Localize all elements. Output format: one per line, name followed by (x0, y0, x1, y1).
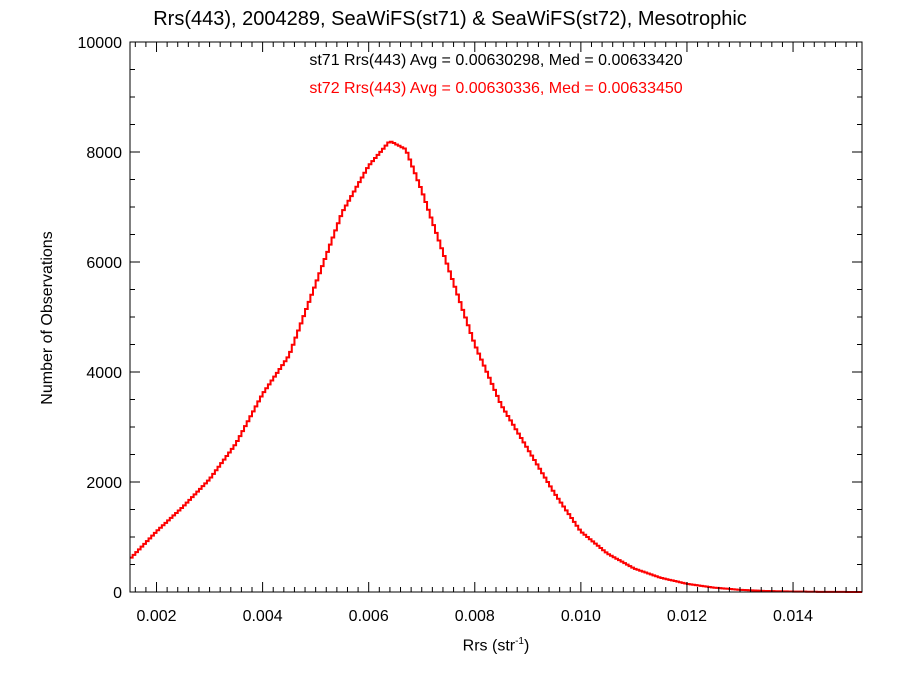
annotation-st72: st72 Rrs(443) Avg = 0.00630336, Med = 0.… (309, 80, 683, 97)
x-axis-label: Rrs (str-1) (130, 636, 862, 655)
y-tick-label: 4000 (86, 365, 122, 382)
y-tick-label: 0 (113, 585, 122, 602)
x-axis-label-close: ) (524, 637, 530, 655)
x-axis-label-superscript: -1 (515, 636, 524, 647)
annotation-st71: st71 Rrs(443) Avg = 0.00630298, Med = 0.… (309, 52, 683, 69)
chart-title: Rrs(443), 2004289, SeaWiFS(st71) & SeaWi… (153, 8, 747, 30)
y-tick-label: 8000 (86, 145, 122, 162)
y-tick-label: 2000 (86, 475, 122, 492)
x-tick-label: 0.002 (136, 608, 176, 625)
y-axis-label: Number of Observations (39, 231, 56, 405)
series-st71-line (130, 140, 862, 593)
x-axis-label-main: Rrs (str (462, 637, 516, 655)
x-tick-label: 0.010 (561, 608, 601, 625)
x-tick-label: 0.006 (349, 608, 389, 625)
x-tick-label: 0.012 (667, 608, 707, 625)
x-tick-label: 0.014 (773, 608, 813, 625)
x-tick-label: 0.004 (243, 608, 283, 625)
series-st72-line (130, 140, 862, 593)
x-tick-label: 0.008 (455, 608, 495, 625)
y-tick-label: 6000 (86, 255, 122, 272)
y-tick-label: 10000 (78, 35, 123, 52)
plot-frame (129, 41, 863, 593)
